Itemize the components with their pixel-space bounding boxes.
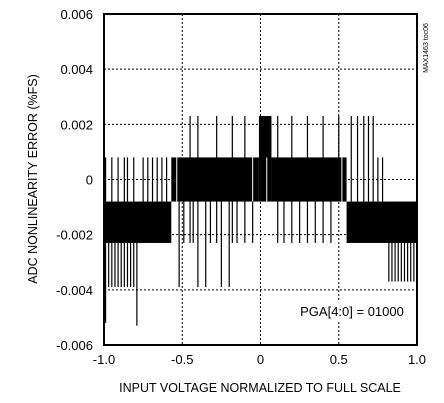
y-tick-label: 0.002 [60, 117, 93, 132]
error-band [258, 116, 272, 202]
data-series [104, 116, 417, 326]
figure-id: MAX1463 toc06 [423, 23, 430, 73]
x-tick-label: 0.5 [330, 352, 348, 367]
y-tick-label: -0.002 [56, 228, 93, 243]
pga-annotation: PGA[4:0] = 01000 [300, 304, 404, 319]
x-axis-title: INPUT VOLTAGE NORMALIZED TO FULL SCALE [119, 381, 401, 395]
error-band [104, 201, 172, 243]
y-tick-label: -0.004 [56, 283, 93, 298]
x-tick-label: -1.0 [93, 352, 115, 367]
plot-frame [103, 13, 418, 346]
x-tick-label: -0.5 [171, 352, 193, 367]
error-band [171, 157, 259, 202]
error-band [271, 157, 347, 202]
x-tick-label: 1.0 [408, 352, 426, 367]
error-band [346, 201, 417, 243]
y-tick-labels: -0.006 -0.004 -0.002 0 0.002 0.004 0.006 [56, 7, 93, 353]
y-tick-label: 0 [86, 173, 93, 188]
annotation-box [290, 300, 414, 322]
y-tick-label: 0.004 [60, 62, 93, 77]
y-tick-label: -0.006 [56, 338, 93, 353]
x-tick-label: 0 [257, 352, 264, 367]
y-tick-label: 0.006 [60, 7, 93, 22]
y-axis-title: ADC NONLINEARITY ERROR (%FS) [26, 74, 40, 284]
x-tick-labels: -1.0 -0.5 0 0.5 1.0 [93, 352, 426, 367]
